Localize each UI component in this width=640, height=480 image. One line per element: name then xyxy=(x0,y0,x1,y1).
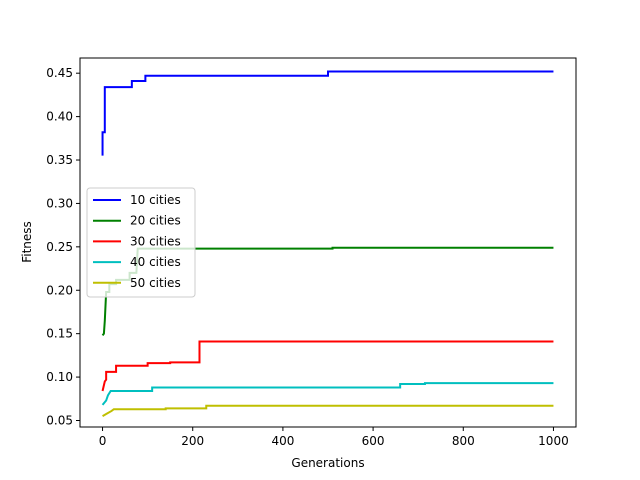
legend-entry: 10 cities xyxy=(130,193,181,207)
series-line-5 xyxy=(102,404,554,418)
series-line-1 xyxy=(101,70,554,156)
x-axis-label: Generations xyxy=(291,456,364,470)
x-tick-label: 0 xyxy=(99,434,107,448)
legend-entry: 40 cities xyxy=(130,255,181,269)
series-line-4 xyxy=(101,382,554,406)
y-axis-label: Fitness xyxy=(20,221,34,263)
legend-entry: 50 cities xyxy=(130,276,181,290)
x-tick-label: 800 xyxy=(452,434,475,448)
y-tick-label: 0.15 xyxy=(46,327,73,341)
legend-box xyxy=(86,187,196,298)
y-axis: 0.05 0.10 0.15 0.20 0.25 0.30 0.35 0.40 0.45 xyxy=(46,66,80,427)
y-tick-label: 0.05 xyxy=(46,413,73,427)
y-tick-label: 0.10 xyxy=(46,370,73,384)
y-tick-label: 0.30 xyxy=(46,196,73,210)
x-tick-label: 200 xyxy=(181,434,204,448)
legend-entry: 20 cities xyxy=(130,214,181,228)
series-line-3 xyxy=(101,340,554,392)
x-tick-label: 1000 xyxy=(538,434,569,448)
x-tick-label: 400 xyxy=(271,434,294,448)
legend: 10 cities 20 cities 30 cities 40 cities 50 c… xyxy=(86,187,196,298)
y-tick-label: 0.45 xyxy=(46,66,73,80)
x-axis: 0 200 400 600 800 1000 xyxy=(99,427,569,448)
y-tick-label: 0.25 xyxy=(46,240,73,254)
y-tick-label: 0.35 xyxy=(46,153,73,167)
y-tick-label: 0.40 xyxy=(46,110,73,124)
axes-frame xyxy=(79,57,577,428)
y-tick-label: 0.20 xyxy=(46,283,73,297)
legend-entry: 30 cities xyxy=(130,234,181,248)
x-tick-label: 600 xyxy=(362,434,385,448)
